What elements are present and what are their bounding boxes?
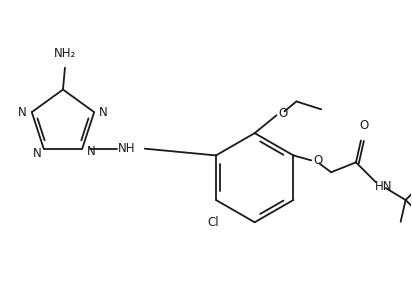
Text: NH₂: NH₂ [54,47,76,60]
Text: Cl: Cl [207,216,219,229]
Text: HN: HN [375,180,393,193]
Text: O: O [279,107,288,120]
Text: O: O [359,119,368,132]
Text: N: N [99,106,108,119]
Text: N: N [33,147,42,160]
Text: O: O [314,154,323,167]
Text: N: N [18,106,27,119]
Text: N: N [87,145,96,158]
Text: NH: NH [118,142,136,155]
